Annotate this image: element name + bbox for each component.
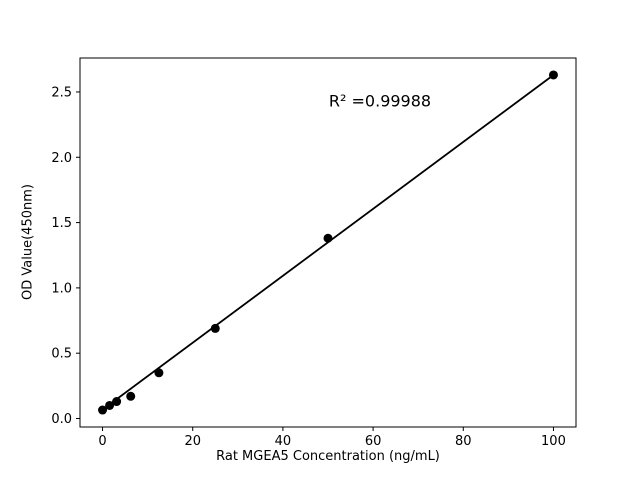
y-tick-label: 1.5 [51, 216, 72, 231]
x-tick-label: 60 [365, 434, 382, 449]
y-tick-label: 0.0 [51, 412, 72, 427]
x-tick-label: 0 [98, 434, 106, 449]
y-tick-label: 2.5 [51, 85, 72, 100]
r-squared-annotation: R² =0.99988 [328, 91, 432, 111]
y-tick-label: 2.0 [51, 151, 72, 166]
data-point [98, 405, 108, 415]
data-point [210, 323, 220, 333]
data-point [323, 233, 333, 243]
data-point [548, 70, 558, 80]
data-point [154, 368, 164, 378]
y-tick-label: 1.0 [51, 281, 72, 296]
y-axis-label: OD Value(450nm) [20, 184, 36, 300]
x-tick-label: 20 [184, 434, 201, 449]
data-point [105, 400, 115, 410]
data-point [126, 391, 136, 401]
x-axis-label: Rat MGEA5 Concentration (ng/mL) [216, 449, 440, 464]
y-tick-label: 0.5 [51, 347, 72, 362]
x-tick-label: 80 [455, 434, 472, 449]
x-tick-label: 100 [541, 434, 566, 449]
x-tick-label: 40 [275, 434, 292, 449]
plot-border [79, 57, 577, 428]
data-point [112, 397, 122, 407]
